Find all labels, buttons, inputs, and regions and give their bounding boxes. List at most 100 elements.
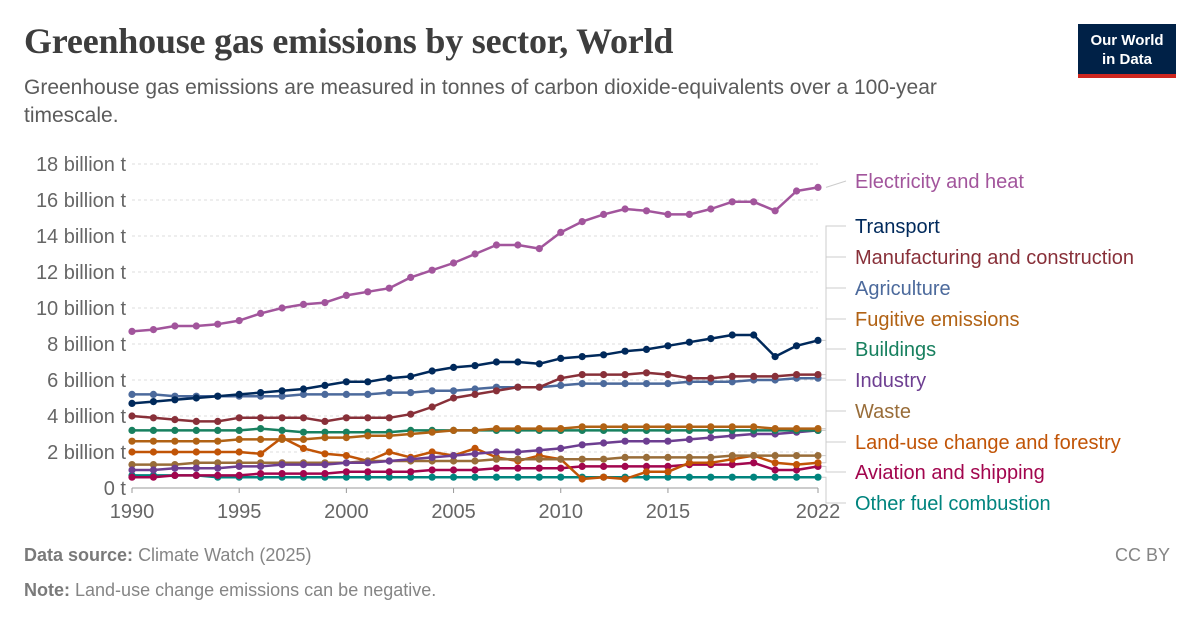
data-point (257, 414, 265, 422)
y-tick-label: 12 billion t (36, 262, 127, 284)
data-point (321, 417, 329, 425)
data-point (750, 331, 758, 339)
legend-label[interactable]: Land-use change and forestry (855, 432, 1121, 454)
data-point (642, 468, 651, 476)
legend-label[interactable]: Industry (855, 370, 926, 392)
x-tick-label: 2010 (539, 501, 584, 523)
x-tick-label: 2022 (796, 501, 841, 523)
data-point (621, 347, 629, 355)
data-point (471, 385, 479, 393)
data-point (771, 353, 779, 361)
logo-accent-bar (1078, 74, 1176, 78)
data-point (428, 403, 436, 411)
legend-label[interactable]: Electricity and heat (855, 171, 1024, 193)
data-point (642, 453, 651, 461)
data-point (685, 423, 693, 431)
y-tick-label: 2 billion t (47, 442, 126, 464)
data-point (557, 455, 565, 463)
data-point (364, 390, 372, 398)
legend-connector (822, 410, 846, 457)
data-point (664, 210, 672, 218)
data-point (449, 426, 458, 434)
data-point (600, 210, 608, 218)
data-point (428, 453, 436, 461)
data-source-text[interactable]: Climate Watch (2025) (138, 545, 312, 565)
data-point (128, 412, 136, 420)
x-tick-label: 2005 (431, 501, 476, 523)
data-point (364, 432, 372, 440)
legend-label[interactable]: Agriculture (855, 278, 951, 300)
data-point (514, 473, 522, 481)
owid-logo[interactable]: Our World in Data (1078, 24, 1176, 78)
data-point (449, 363, 458, 371)
legend-connector (822, 465, 846, 473)
data-point (342, 291, 350, 299)
legend-label[interactable]: Other fuel combustion (855, 493, 1051, 515)
data-point (235, 471, 243, 479)
license-link[interactable]: CC BY (1114, 545, 1170, 565)
data-point (407, 389, 415, 397)
data-point (578, 462, 586, 470)
data-point (385, 457, 393, 465)
data-point (664, 473, 672, 481)
data-point (664, 380, 672, 388)
legend-label[interactable]: Fugitive emissions (855, 309, 1020, 331)
data-point (364, 459, 372, 467)
legend-label[interactable]: Aviation and shipping (855, 462, 1045, 484)
data-point (449, 457, 458, 465)
data-point (149, 326, 158, 334)
data-point (557, 381, 565, 389)
data-point (192, 437, 200, 445)
legend-label[interactable]: Buildings (855, 339, 936, 361)
data-point (685, 210, 693, 218)
data-point (257, 435, 265, 443)
data-point (600, 351, 608, 359)
data-point (578, 218, 586, 226)
data-point (514, 425, 522, 433)
data-point (792, 342, 801, 350)
data-point (449, 466, 458, 474)
legend-item: Fugitive emissions (822, 309, 1020, 430)
data-point (364, 288, 372, 296)
data-point (407, 455, 415, 463)
data-point (171, 426, 179, 434)
data-point (428, 448, 436, 456)
legend-label[interactable]: Waste (855, 401, 911, 423)
data-point (128, 466, 136, 474)
data-point (128, 399, 136, 407)
data-point (449, 387, 458, 395)
data-point (792, 425, 801, 433)
data-point (407, 468, 415, 476)
legend-label[interactable]: Manufacturing and construction (855, 247, 1134, 269)
data-point (149, 473, 158, 481)
x-tick-label: 1990 (110, 501, 155, 523)
data-point (128, 390, 136, 398)
data-point (471, 250, 479, 258)
data-point (428, 387, 436, 395)
data-point (214, 448, 222, 456)
data-point (407, 430, 415, 438)
data-point (535, 455, 543, 463)
data-point (149, 448, 158, 456)
data-point (814, 183, 822, 191)
data-point (685, 453, 693, 461)
data-point (171, 416, 179, 424)
data-point (428, 428, 436, 436)
data-point (342, 452, 350, 460)
data-point (728, 473, 736, 481)
data-point (664, 342, 672, 350)
x-tick-label: 2000 (324, 501, 369, 523)
y-tick-label: 16 billion t (36, 190, 127, 212)
data-point (171, 322, 179, 330)
legend-label[interactable]: Transport (855, 216, 940, 238)
data-point (364, 414, 372, 422)
data-point (342, 378, 350, 386)
data-point (621, 205, 629, 213)
data-point (471, 457, 479, 465)
data-point (149, 398, 158, 406)
data-point (771, 452, 779, 460)
data-point (728, 452, 736, 460)
data-point (299, 435, 308, 443)
x-tick-label: 1995 (217, 501, 262, 523)
data-point (707, 374, 715, 382)
